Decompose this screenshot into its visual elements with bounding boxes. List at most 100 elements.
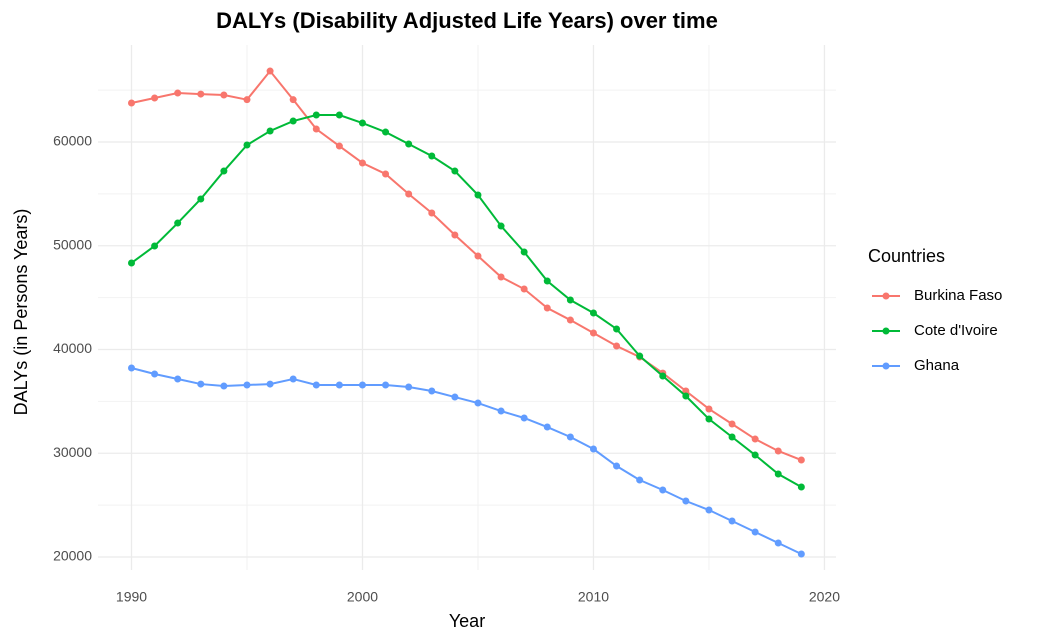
- data-point: [682, 392, 690, 400]
- legend-label: Ghana: [914, 357, 960, 374]
- y-axis-label: DALYs (in Persons Years): [11, 209, 31, 416]
- data-point: [451, 167, 459, 175]
- legend-marker: [882, 362, 890, 370]
- data-point: [520, 414, 528, 422]
- data-point: [797, 550, 805, 558]
- chart-title: DALYs (Disability Adjusted Life Years) o…: [216, 8, 718, 33]
- data-point: [405, 383, 413, 391]
- data-point: [428, 209, 436, 217]
- data-point: [751, 451, 759, 459]
- data-point: [566, 296, 574, 304]
- data-point: [774, 447, 782, 455]
- data-point: [266, 380, 274, 388]
- data-point: [682, 497, 690, 505]
- data-point: [774, 539, 782, 547]
- data-point: [335, 142, 343, 150]
- data-point: [497, 222, 505, 230]
- data-point: [151, 242, 159, 250]
- x-tick-label: 2000: [347, 589, 378, 605]
- data-point: [474, 191, 482, 199]
- data-point: [312, 125, 320, 133]
- data-point: [197, 380, 205, 388]
- data-point: [566, 316, 574, 324]
- data-point: [127, 259, 135, 267]
- data-point: [636, 352, 644, 360]
- data-point: [543, 304, 551, 312]
- y-tick-label: 20000: [53, 548, 92, 564]
- data-point: [613, 325, 621, 333]
- legend-marker: [882, 292, 890, 300]
- data-point: [659, 486, 667, 494]
- data-point: [197, 195, 205, 203]
- data-point: [474, 399, 482, 407]
- data-point: [497, 273, 505, 281]
- data-point: [589, 309, 597, 317]
- data-point: [174, 89, 182, 97]
- series-line: [130, 114, 802, 488]
- data-point: [428, 387, 436, 395]
- data-point: [705, 405, 713, 413]
- y-tick-label: 30000: [53, 444, 92, 460]
- series-line: [131, 367, 802, 555]
- data-point: [728, 433, 736, 441]
- data-point: [705, 506, 713, 514]
- data-point: [451, 231, 459, 239]
- data-point: [636, 476, 644, 484]
- data-point: [312, 111, 320, 119]
- data-point: [289, 117, 297, 125]
- data-point: [405, 190, 413, 198]
- data-point: [266, 67, 274, 75]
- data-point: [474, 252, 482, 260]
- data-point: [220, 382, 228, 390]
- data-point: [728, 420, 736, 428]
- data-point: [174, 375, 182, 383]
- data-point: [728, 517, 736, 525]
- y-tick-label: 60000: [53, 133, 92, 149]
- y-tick-label: 50000: [53, 236, 92, 252]
- data-point: [751, 435, 759, 443]
- data-point: [220, 91, 228, 99]
- data-point: [705, 415, 713, 423]
- data-point: [497, 407, 505, 415]
- legend-title: Countries: [868, 246, 945, 266]
- data-point: [243, 381, 251, 389]
- y-tick-label: 40000: [53, 340, 92, 356]
- data-point: [289, 96, 297, 104]
- data-point: [382, 128, 390, 136]
- data-point: [335, 111, 343, 119]
- data-point: [543, 277, 551, 285]
- data-point: [243, 141, 251, 149]
- data-point: [428, 152, 436, 160]
- data-point: [243, 96, 251, 104]
- data-point: [797, 483, 805, 491]
- legend-marker: [882, 327, 890, 335]
- series-line: [131, 69, 802, 461]
- data-point: [543, 423, 551, 431]
- data-point: [751, 528, 759, 536]
- data-point: [613, 342, 621, 350]
- data-point: [312, 381, 320, 389]
- legend-label: Burkina Faso: [914, 287, 1002, 304]
- data-point: [682, 387, 690, 395]
- data-point: [382, 170, 390, 178]
- data-point: [589, 445, 597, 453]
- data-point: [774, 470, 782, 478]
- x-axis-label: Year: [449, 611, 485, 631]
- x-tick-label: 2010: [578, 589, 609, 605]
- data-point: [451, 393, 459, 401]
- data-point: [335, 381, 343, 389]
- data-point: [220, 167, 228, 175]
- x-tick-label: 1990: [116, 589, 147, 605]
- data-point: [358, 381, 366, 389]
- legend-label: Cote d'Ivoire: [914, 322, 998, 339]
- data-point: [358, 159, 366, 167]
- data-point: [382, 381, 390, 389]
- data-point: [405, 140, 413, 148]
- data-point: [289, 375, 297, 383]
- data-point: [797, 456, 805, 464]
- data-point: [659, 372, 667, 380]
- data-point: [266, 127, 274, 135]
- data-point: [174, 219, 182, 227]
- data-point: [613, 462, 621, 470]
